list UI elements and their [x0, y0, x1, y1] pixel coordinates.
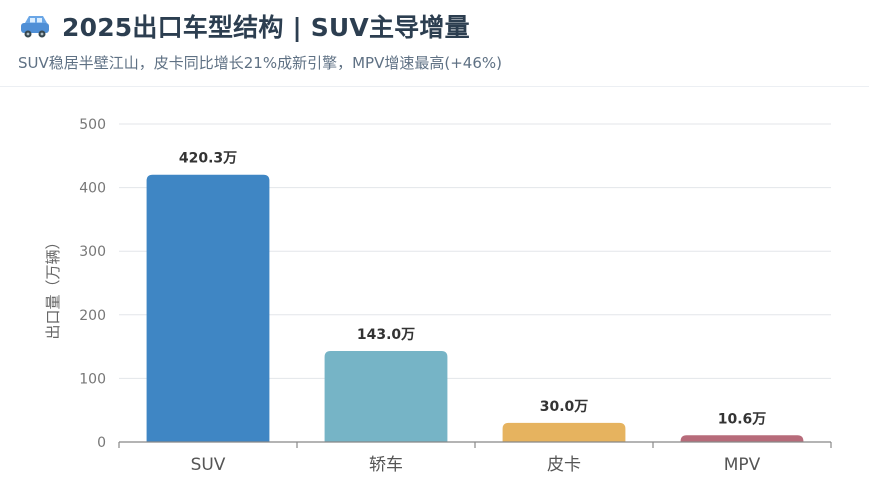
x-tick-label: MPV — [724, 455, 761, 475]
bar-MPV[interactable] — [680, 435, 804, 442]
value-label: 30.0万 — [540, 399, 589, 415]
bar-SUV[interactable] — [146, 174, 270, 442]
page-title: 2025出口车型结构 | SUV主导增量 — [18, 8, 470, 44]
bars — [146, 174, 804, 442]
chart-header: 2025出口车型结构 | SUV主导增量 SUV稳居半壁江山，皮卡同比增长21%… — [0, 0, 869, 87]
x-tick-label: 轿车 — [369, 455, 403, 475]
value-label: 143.0万 — [357, 327, 415, 343]
chart-area: 0 100 200 300 400 500 420.3万 143.0万 30.0万 10.6万 … — [0, 87, 869, 498]
chart-title: 2025出口车型结构 | SUV主导增量 — [62, 13, 470, 42]
value-label: 420.3万 — [179, 151, 237, 167]
bar-皮卡[interactable] — [502, 422, 626, 442]
y-tick-label: 0 — [97, 435, 106, 451]
y-axis-label: 出口量（万辆） — [44, 234, 62, 339]
y-tick-label: 200 — [79, 308, 106, 324]
value-label: 10.6万 — [718, 411, 767, 427]
x-tick-label: SUV — [191, 455, 226, 475]
y-tick-label: 500 — [79, 117, 106, 133]
y-tick-label: 400 — [79, 181, 106, 197]
chart-subtitle: SUV稳居半壁江山，皮卡同比增长21%成新引擎，MPV增速最高(+46%) — [18, 54, 502, 72]
x-tick-label: 皮卡 — [547, 455, 581, 475]
x-axis: SUV 轿车 皮卡 MPV — [118, 441, 832, 475]
bar-轿车[interactable] — [324, 351, 448, 442]
y-tick-labels: 0 100 200 300 400 500 — [79, 117, 106, 451]
y-tick-label: 100 — [79, 371, 106, 387]
y-tick-label: 300 — [79, 244, 106, 260]
car-icon — [21, 16, 49, 38]
value-labels: 420.3万 143.0万 30.0万 10.6万 — [179, 151, 766, 428]
